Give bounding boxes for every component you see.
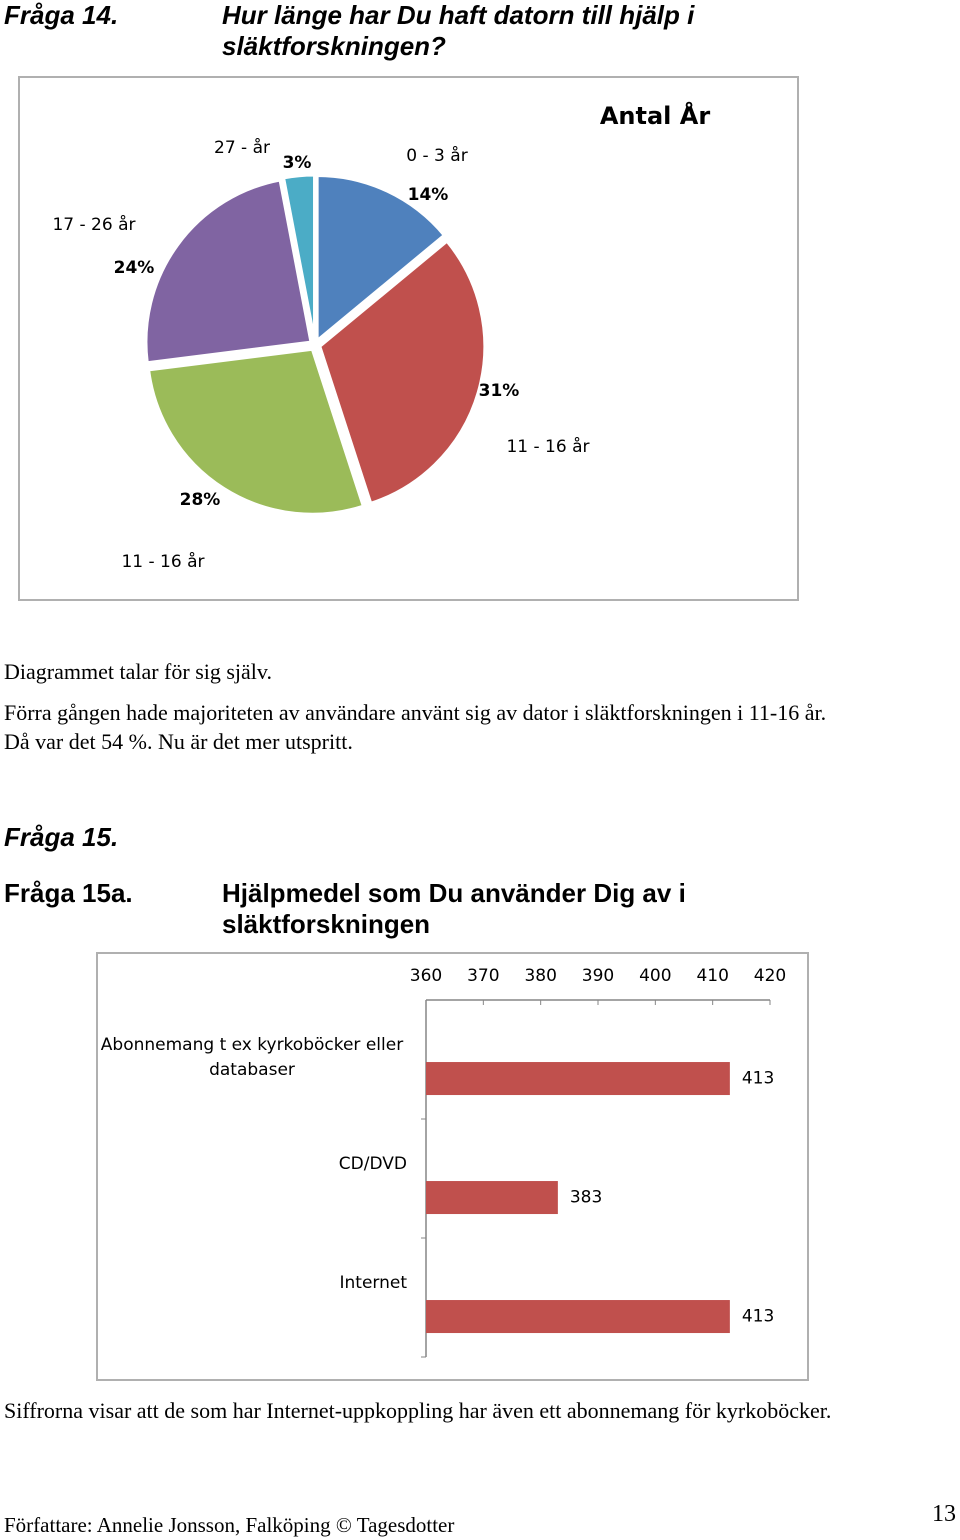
y-tick-label: Internet [339, 1272, 407, 1293]
paragraph: Siffrorna visar att de som har Internet-… [4, 1398, 832, 1423]
category-label-box: Internet [97, 1271, 407, 1296]
y-tick-label: CD/DVD [338, 1153, 407, 1174]
bar [426, 1181, 558, 1215]
slice-value-label: 14% [408, 185, 449, 205]
question-label: Fråga 14. [4, 0, 119, 30]
slice-label: 11 - 16 år [121, 551, 204, 572]
pie-slice [281, 173, 317, 341]
page-number: 13 [932, 1501, 956, 1527]
bar [426, 1062, 730, 1096]
question-label: Fråga 15a. [4, 878, 133, 908]
value-label: 413 [742, 1069, 774, 1089]
bar [426, 1300, 730, 1334]
value-label: 383 [570, 1188, 602, 1208]
slice-value-label: 24% [114, 258, 155, 278]
slice-label: 0 - 3 år [406, 145, 467, 166]
slice-value-label: 31% [479, 381, 520, 401]
category-label-box: CD/DVD [97, 1152, 407, 1177]
pie-slice [146, 347, 366, 516]
slice-label: 27 - år [214, 137, 270, 158]
paragraph: Diagrammet talar för sig själv. [4, 659, 272, 684]
x-tick-label: 390 [582, 966, 614, 986]
section-heading: Fråga 15. [4, 822, 119, 852]
x-tick-label: 400 [639, 966, 671, 986]
x-tick-label: 420 [754, 966, 786, 986]
pie-slice [318, 239, 487, 506]
x-tick-label: 410 [696, 966, 728, 986]
question-text: Hur länge har Du haft datorn till hjälp … [222, 0, 695, 61]
category-label-box: Abonnemang t ex kyrkoböcker eller databa… [97, 1033, 407, 1083]
y-tick-label: Abonnemang t ex kyrkoböcker eller databa… [100, 1034, 404, 1080]
pie-slice [144, 178, 313, 365]
chart-title: Antal År [600, 101, 710, 130]
paragraph: Förra gången hade majoriteten av använda… [4, 700, 827, 754]
x-tick-label: 380 [524, 966, 556, 986]
pie-slice [315, 173, 447, 344]
slice-value-label: 3% [283, 153, 312, 173]
footer-author: Författare: Annelie Jonsson, Falköping ©… [4, 1513, 455, 1537]
x-tick-label: 360 [410, 966, 442, 986]
question-text: Hjälpmedel som Du använder Dig av i släk… [222, 878, 686, 939]
slice-label: 17 - 26 år [52, 214, 135, 235]
slice-label: 11 - 16 år [506, 436, 589, 457]
slice-value-label: 28% [180, 490, 221, 510]
value-label: 413 [742, 1307, 774, 1327]
x-tick-label: 370 [467, 966, 499, 986]
